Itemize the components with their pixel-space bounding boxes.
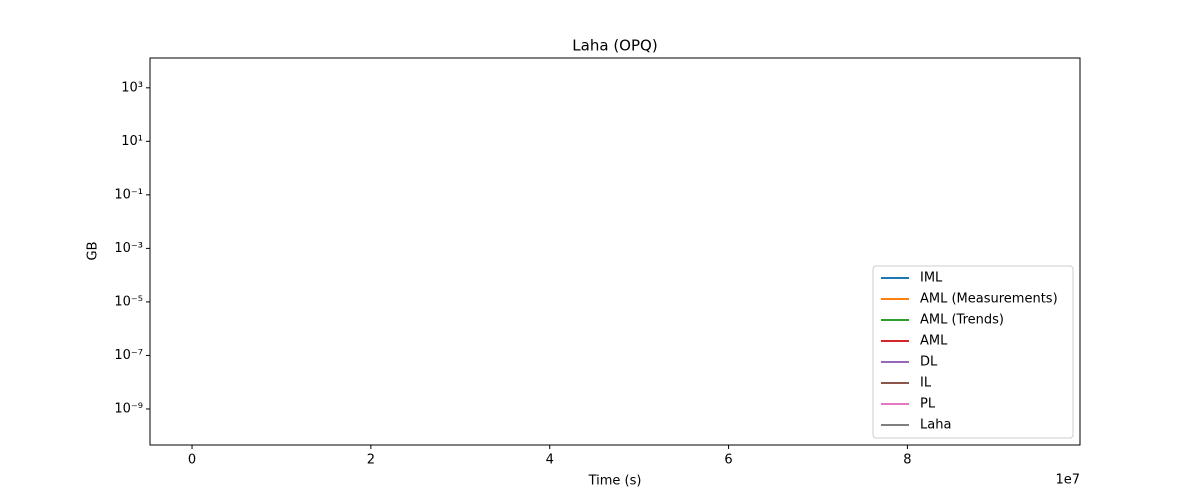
x-axis-label: Time (s) <box>588 474 642 489</box>
y-tick-label: 10⁻⁹ <box>114 401 143 416</box>
x-tick-label: 8 <box>903 453 911 468</box>
legend-label: IML <box>920 271 943 286</box>
legend-label: AML (Measurements) <box>920 292 1058 307</box>
x-tick-label: 4 <box>546 453 554 468</box>
legend-label: AML (Trends) <box>920 313 1004 328</box>
y-tick-label: 10³ <box>121 80 143 95</box>
legend-label: AML <box>920 334 948 349</box>
x-offset-label: 1e7 <box>1055 473 1080 488</box>
y-tick-label: 10⁻³ <box>114 241 143 256</box>
legend-label: DL <box>920 355 938 370</box>
y-tick-label: 10⁻¹ <box>114 187 143 202</box>
x-tick-label: 2 <box>367 453 375 468</box>
y-tick-label: 10⁻⁵ <box>114 294 143 309</box>
legend-label: PL <box>920 397 936 412</box>
x-tick-label: 0 <box>188 453 196 468</box>
x-tick-label: 6 <box>724 453 732 468</box>
legend-box <box>872 265 1074 439</box>
y-tick-label: 10⁻⁷ <box>114 348 143 363</box>
legend-label: IL <box>920 376 932 391</box>
chart-title: Laha (OPQ) <box>572 37 657 55</box>
y-axis-label: GB <box>86 242 101 261</box>
y-tick-label: 10¹ <box>121 134 143 149</box>
legend-label: Laha <box>920 418 951 433</box>
plot-frame <box>149 57 1081 446</box>
